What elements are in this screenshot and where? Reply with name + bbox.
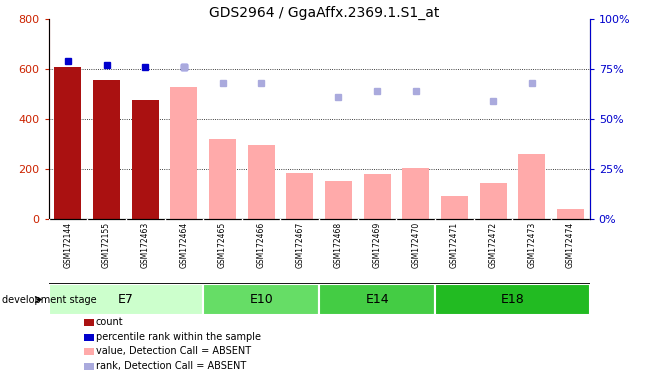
Bar — [49, 284, 203, 315]
Bar — [248, 145, 275, 219]
Text: development stage: development stage — [2, 295, 97, 305]
Text: GSM172471: GSM172471 — [450, 222, 459, 268]
Text: rank, Detection Call = ABSENT: rank, Detection Call = ABSENT — [96, 361, 246, 371]
Text: E10: E10 — [249, 293, 273, 306]
Bar — [441, 197, 468, 219]
Bar — [435, 284, 590, 315]
Text: E18: E18 — [500, 293, 524, 306]
Bar — [286, 173, 314, 219]
Text: GSM172473: GSM172473 — [527, 222, 536, 268]
Bar — [325, 182, 352, 219]
Bar — [170, 87, 198, 219]
Text: GSM172467: GSM172467 — [295, 222, 305, 268]
Text: GSM172155: GSM172155 — [102, 222, 111, 268]
Bar — [132, 100, 159, 219]
Bar — [54, 67, 82, 219]
Text: GSM172466: GSM172466 — [257, 222, 266, 268]
Bar — [402, 168, 429, 219]
Text: GSM172472: GSM172472 — [489, 222, 498, 268]
Text: GDS2964 / GgaAffx.2369.1.S1_at: GDS2964 / GgaAffx.2369.1.S1_at — [209, 6, 439, 20]
Text: GSM172468: GSM172468 — [334, 222, 343, 268]
Bar — [93, 79, 120, 219]
Bar — [364, 174, 391, 219]
Bar — [209, 139, 236, 219]
Bar — [319, 284, 435, 315]
Text: GSM172470: GSM172470 — [411, 222, 421, 268]
Text: GSM172463: GSM172463 — [141, 222, 150, 268]
Text: count: count — [96, 317, 124, 327]
Text: E7: E7 — [118, 293, 134, 306]
Text: percentile rank within the sample: percentile rank within the sample — [96, 332, 261, 342]
Text: E14: E14 — [365, 293, 389, 306]
Text: GSM172144: GSM172144 — [64, 222, 73, 268]
Bar — [557, 209, 584, 219]
Bar — [480, 183, 507, 219]
Text: GSM172474: GSM172474 — [566, 222, 575, 268]
Text: value, Detection Call = ABSENT: value, Detection Call = ABSENT — [96, 346, 251, 356]
Text: GSM172464: GSM172464 — [179, 222, 189, 268]
Bar — [203, 284, 319, 315]
Text: GSM172469: GSM172469 — [373, 222, 382, 268]
Text: GSM172465: GSM172465 — [218, 222, 227, 268]
Bar — [518, 154, 545, 219]
